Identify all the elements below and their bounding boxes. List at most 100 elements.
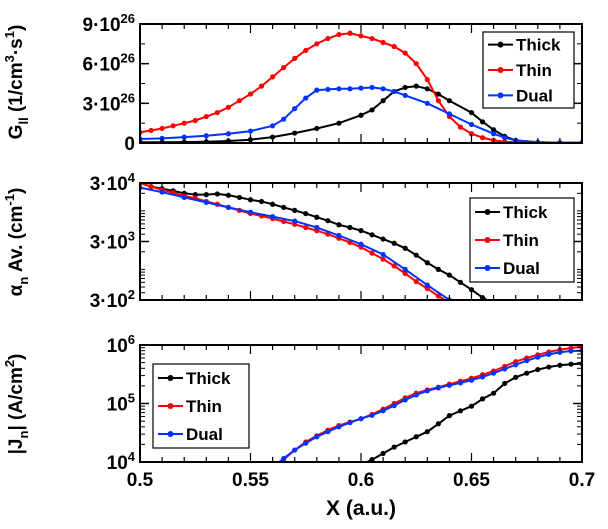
plot-frame [139,23,583,144]
data-point-thin [402,50,408,56]
legend-marker-thick [484,209,491,215]
data-point-dual [247,209,254,215]
data-point-thin [468,131,475,137]
data-point-thick [413,434,419,440]
data-point-dual [358,241,364,247]
y-tick-label: 3·1026 [83,90,136,115]
data-point-thin [247,91,254,97]
panel-generation: 0 3·1026 6·1026 9·1026 Thick Thin Dual [83,11,583,155]
data-point-thick [325,218,331,224]
data-point-thin [391,263,397,269]
data-point-thin [336,31,342,38]
data-point-thin [270,74,276,80]
data-point-thin [325,35,331,42]
y-tick-label: 9·1026 [83,11,136,36]
data-point-dual [568,348,574,354]
data-point-thick [203,192,209,198]
data-point-dual [159,189,165,195]
legend: Thick Thin Dual [469,197,575,283]
data-point-thick [369,232,375,238]
data-point-thick [557,362,563,368]
data-point-thick [479,294,486,300]
data-point-dual [502,135,508,141]
data-point-thick [402,439,408,445]
series-group [270,345,582,472]
data-point-thick [192,192,198,198]
data-point-thick [270,201,276,207]
y-tick-label: 106 [107,332,135,357]
legend-marker-thin [167,403,174,409]
data-point-thin [159,125,165,132]
data-point-dual [380,86,386,92]
data-point-dual [402,266,408,273]
data-point-dual [391,88,397,95]
data-point-dual [479,374,486,380]
legend-label-thin: Thin [516,61,552,80]
data-point-dual [446,111,452,117]
data-point-thick [446,272,452,278]
data-point-dual [468,121,475,128]
data-point-thick [380,98,386,104]
data-point-dual [369,412,375,418]
x-tick-label: 0.6 [348,470,374,491]
data-point-thick [513,374,519,380]
data-point-thick [358,228,364,234]
data-point-thick [391,444,397,450]
data-point-dual [325,429,331,435]
data-point-thick [424,260,430,266]
data-point-thick [402,84,408,91]
y-tick-label: 3·102 [90,287,135,312]
data-point-thick [336,222,342,228]
data-point-dual [491,370,497,376]
y-tick-label: 3·103 [90,229,135,254]
data-point-dual [325,86,331,93]
data-point-thick [446,98,452,104]
data-point-thick [435,421,441,427]
data-point-dual [557,349,563,355]
data-point-thick [468,109,475,116]
data-point-thin [303,47,309,54]
data-point-thin [281,218,287,225]
panel-avalanche: 3·102 3·103 3·104 Thick Thin Dual [90,170,583,312]
data-point-dual [336,86,342,92]
data-point-thick [468,287,475,293]
data-point-thick [413,83,419,89]
y-axis-label-generation: Gll (1/cm3·s1) [2,25,31,140]
data-point-thin [391,43,397,50]
data-point-thin [413,278,419,285]
data-point-thin [148,184,154,190]
data-point-dual [358,85,364,91]
data-point-thick [369,107,375,113]
data-point-thin [270,467,275,472]
data-point-thick [524,370,530,376]
legend-label-thick: Thick [516,36,561,55]
data-point-thin [281,65,287,71]
data-point-dual [391,403,397,409]
data-point-thin [203,113,209,120]
panel-current: 104 105 106 Thick Thin Dual 0.5 0.55 0.6 0.65 0.7 X… [107,332,596,520]
data-point-dual [513,362,519,368]
legend-marker-thick [167,375,174,381]
data-point-thin [413,61,419,67]
data-point-thick [502,380,508,387]
plot-frame [139,182,583,301]
data-point-dual [247,128,254,134]
data-point-dual [546,351,552,358]
data-point-dual [424,282,430,288]
data-point-thick [402,245,408,251]
data-point-thin [236,98,243,104]
y-axis-label-avalanche: αn Av. (cm-1) [2,188,31,297]
data-point-dual [435,385,441,391]
data-point-thick [258,198,265,205]
data-point-dual [380,251,386,258]
data-point-thick [380,450,386,457]
data-point-dual [203,133,209,139]
data-point-dual [413,392,419,398]
data-point-dual [281,455,287,462]
data-point-thick [247,197,254,203]
data-point-thick [491,390,497,396]
data-point-thick [292,130,298,136]
data-point-thin [402,270,408,277]
data-point-thick [457,279,464,285]
